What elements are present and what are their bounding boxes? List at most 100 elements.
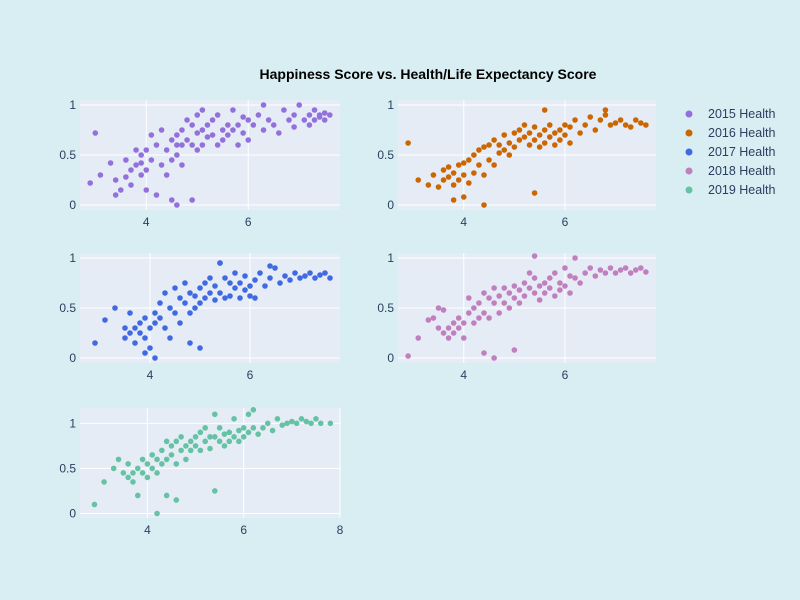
scatter-point — [174, 132, 180, 138]
scatter-point — [230, 127, 236, 133]
y-tick-label: 0.5 — [59, 148, 76, 162]
scatter-point — [87, 180, 93, 186]
scatter-point — [440, 307, 447, 313]
scatter-point — [149, 465, 156, 472]
scatter-point — [237, 280, 243, 286]
scatter-point — [269, 427, 276, 434]
scatter-point — [197, 429, 204, 436]
scatter-point — [132, 325, 138, 331]
scatter-point — [274, 416, 281, 422]
scatter-point — [168, 443, 175, 449]
scatter-point — [187, 340, 193, 346]
scatter-point — [557, 137, 563, 143]
scatter-point — [311, 117, 318, 123]
scatter-point — [112, 192, 119, 198]
scatter-point — [430, 315, 437, 321]
legend-marker — [685, 148, 693, 156]
y-tick-label: 1 — [387, 251, 394, 265]
scatter-point — [265, 117, 272, 123]
scatter-point — [128, 167, 134, 173]
scatter-point — [189, 122, 195, 128]
scatter-point — [511, 295, 518, 301]
scatter-point — [526, 130, 533, 136]
scatter-point — [174, 152, 180, 158]
scatter-point — [501, 300, 508, 306]
scatter-point — [252, 295, 258, 301]
scatter-point — [481, 290, 487, 296]
scatter-point — [582, 122, 588, 128]
legend-item[interactable]: 2016 Health — [685, 126, 776, 140]
scatter-point — [240, 425, 247, 431]
scatter-point — [435, 184, 442, 190]
scatter-point — [158, 127, 165, 133]
scatter-point — [577, 280, 583, 286]
scatter-point — [177, 320, 183, 326]
scatter-point — [572, 275, 578, 281]
x-tick-label: 6 — [247, 368, 254, 382]
scatter-point — [638, 120, 644, 126]
x-tick-label: 6 — [562, 215, 569, 229]
scatter-point — [577, 130, 583, 136]
scatter-point — [142, 350, 148, 356]
scatter-point — [557, 127, 563, 133]
scatter-point — [138, 160, 144, 166]
scatter-point — [536, 283, 543, 289]
scatter-point — [158, 162, 165, 168]
scatter-point — [202, 438, 208, 445]
scatter-point — [272, 265, 278, 271]
scatter-point — [194, 130, 201, 136]
scatter-point — [526, 142, 533, 148]
scatter-point — [127, 310, 133, 316]
scatter-point — [217, 290, 223, 296]
scatter-point — [567, 290, 573, 296]
legend-item[interactable]: 2018 Health — [685, 164, 776, 178]
legend-item[interactable]: 2019 Health — [685, 183, 776, 197]
scatter-point — [306, 122, 313, 128]
scatter-point — [327, 420, 334, 427]
scatter-point — [506, 152, 513, 158]
scatter-point — [627, 124, 634, 130]
scatter-point — [460, 172, 467, 178]
scatter-point — [536, 144, 543, 150]
scatter-point — [194, 112, 201, 118]
scatter-point — [622, 122, 629, 128]
scatter-point — [587, 265, 594, 271]
scatter-point — [197, 285, 203, 291]
scatter-point — [207, 445, 213, 452]
scatter-point — [506, 305, 513, 311]
scatter-point — [133, 162, 139, 168]
scatter-point — [235, 122, 241, 128]
scatter-point — [117, 187, 124, 193]
x-tick-label: 4 — [460, 368, 467, 382]
scatter-point — [430, 172, 437, 178]
scatter-point — [643, 122, 649, 128]
scatter-point — [321, 110, 328, 116]
legend-item[interactable]: 2017 Health — [685, 145, 776, 159]
scatter-point — [321, 117, 328, 123]
scatter-point — [327, 112, 333, 118]
scatter-point — [207, 434, 213, 440]
scatter-point — [207, 290, 213, 296]
scatter-point — [182, 280, 188, 286]
scatter-point — [187, 447, 194, 454]
scatter-point — [612, 120, 619, 126]
x-tick-label: 6 — [240, 523, 247, 537]
scatter-point — [313, 416, 319, 422]
scatter-point — [501, 132, 508, 138]
scatter-point — [291, 124, 297, 130]
scatter-point — [476, 147, 482, 153]
legend-item[interactable]: 2015 Health — [685, 107, 776, 121]
scatter-point — [172, 310, 178, 316]
scatter-point — [460, 194, 467, 200]
scatter-point — [163, 492, 170, 499]
scatter-point — [445, 335, 452, 341]
legend-marker — [685, 129, 693, 137]
scatter-point — [471, 320, 477, 326]
scatter-point — [267, 275, 273, 281]
legend-label: 2015 Health — [708, 107, 775, 121]
scatter-point — [602, 112, 609, 118]
scatter-point — [262, 283, 268, 289]
scatter-point — [91, 501, 98, 508]
scatter-point — [197, 345, 203, 351]
